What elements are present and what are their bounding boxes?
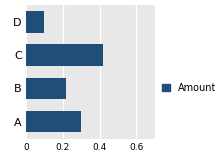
Bar	[26, 11, 44, 33]
Bar	[26, 78, 66, 99]
Bar	[26, 44, 103, 66]
Bar	[26, 111, 81, 133]
Legend: Amount: Amount	[162, 83, 215, 93]
